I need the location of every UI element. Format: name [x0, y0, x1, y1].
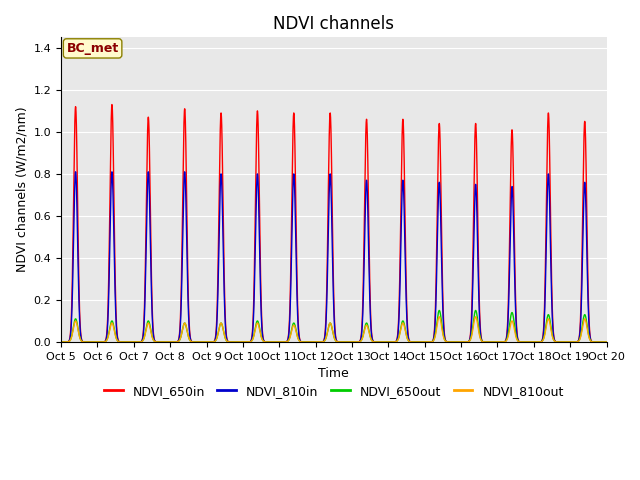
NDVI_650out [174, 339, 182, 345]
NDVI_810in [486, 339, 494, 345]
Text: BC_met: BC_met [67, 42, 119, 55]
NDVI_810in [57, 339, 65, 345]
NDVI_810out [601, 339, 609, 345]
NDVI_650in [57, 339, 65, 345]
NDVI_810in [168, 339, 176, 345]
NDVI_650out [603, 339, 611, 345]
NDVI_650in [601, 339, 609, 345]
NDVI_810in [174, 338, 182, 344]
Title: NDVI channels: NDVI channels [273, 15, 394, 33]
NDVI_650in [603, 339, 611, 345]
NDVI_810out [57, 339, 65, 345]
Line: NDVI_650out: NDVI_650out [61, 311, 607, 342]
X-axis label: Time: Time [319, 367, 349, 380]
NDVI_810in [409, 339, 417, 345]
NDVI_650out [409, 339, 417, 345]
NDVI_810out [261, 339, 269, 345]
NDVI_810in [603, 339, 611, 345]
NDVI_810in [72, 169, 79, 175]
NDVI_650out [486, 339, 494, 345]
Line: NDVI_810out: NDVI_810out [61, 317, 607, 342]
Line: NDVI_650in: NDVI_650in [61, 105, 607, 342]
NDVI_810in [601, 339, 609, 345]
NDVI_650out [261, 339, 269, 345]
NDVI_650in [262, 339, 269, 345]
NDVI_810out [472, 314, 479, 320]
NDVI_650in [108, 102, 116, 108]
NDVI_650in [174, 338, 182, 344]
NDVI_650out [472, 308, 479, 313]
NDVI_650in [486, 339, 494, 345]
NDVI_810out [168, 339, 176, 345]
NDVI_810out [409, 339, 417, 345]
NDVI_650out [601, 339, 609, 345]
Line: NDVI_810in: NDVI_810in [61, 172, 607, 342]
NDVI_650in [168, 339, 176, 345]
NDVI_810out [603, 339, 611, 345]
NDVI_650in [409, 339, 417, 345]
NDVI_650out [168, 339, 176, 345]
NDVI_810out [486, 339, 494, 345]
NDVI_650out [57, 339, 65, 345]
NDVI_810in [262, 339, 269, 345]
Y-axis label: NDVI channels (W/m2/nm): NDVI channels (W/m2/nm) [15, 107, 28, 273]
NDVI_810out [174, 339, 182, 345]
Legend: NDVI_650in, NDVI_810in, NDVI_650out, NDVI_810out: NDVI_650in, NDVI_810in, NDVI_650out, NDV… [99, 380, 569, 403]
